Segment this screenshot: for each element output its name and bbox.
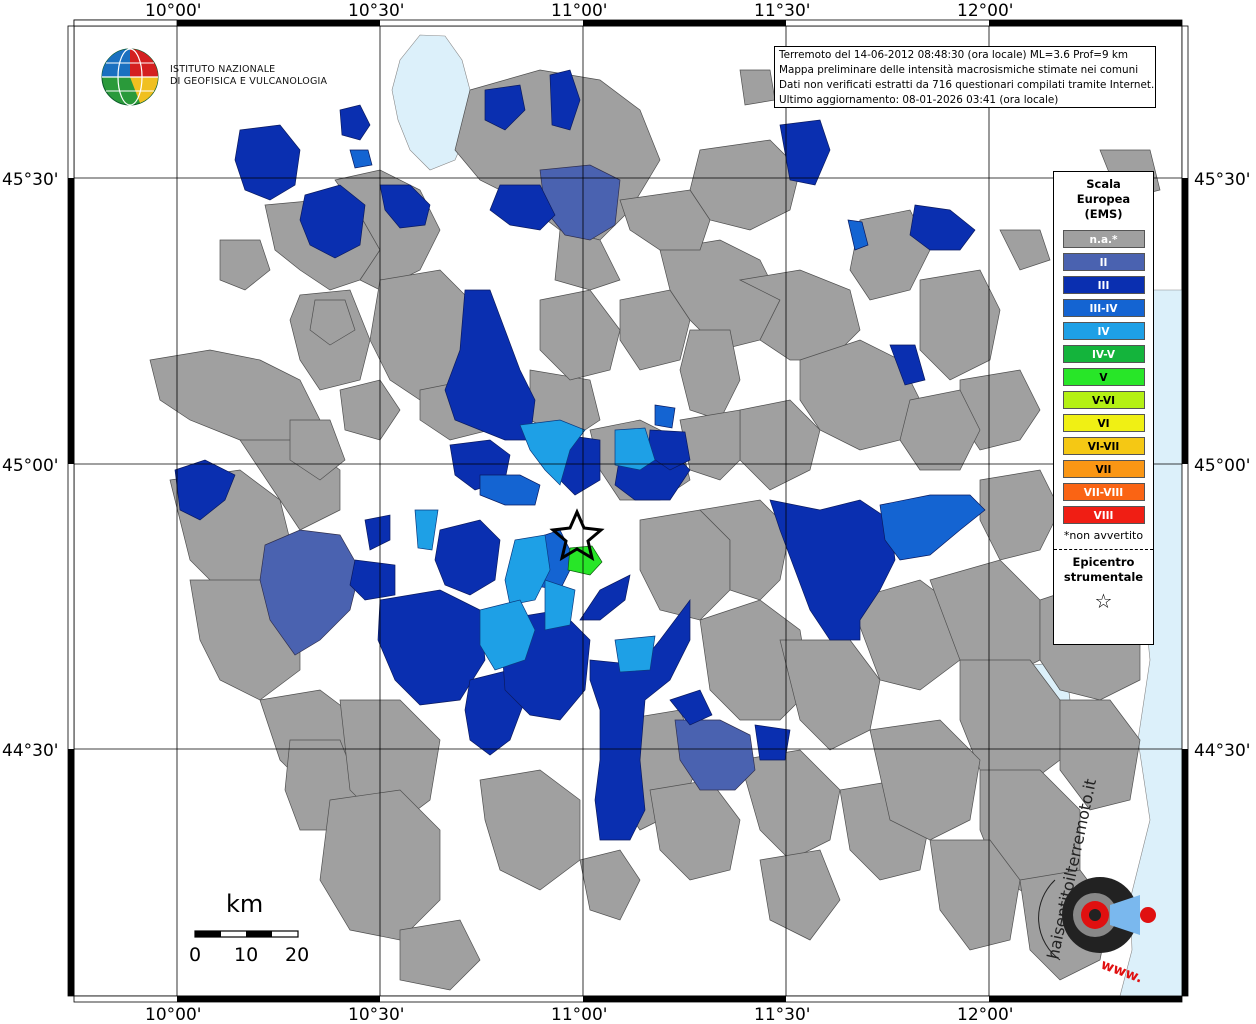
ingv-logo-icon [101,48,159,106]
lon-label-top-2: 10°30' [348,1,404,21]
legend-item: VIII [1062,506,1145,524]
lon-label-top-1: 10°00' [145,1,201,21]
legend-item: V-VI [1062,391,1145,409]
municipalities-not-felt [149,59,1161,991]
info-line1: Terremoto del 14-06-2012 08:48:30 (ora l… [779,49,1129,61]
ingv-logo-text: ISTITUTO NAZIONALE DI GEOFISICA E VULCAN… [170,64,327,88]
municipalities-iii-iv [349,149,986,591]
legend-item: V [1062,368,1145,386]
lat-label-left-3: 44°30' [2,741,58,761]
municipalities-ii [259,164,756,791]
municipalities-iv [414,419,656,673]
logo-line2: DI GEOFISICA E VULCANOLOGIA [170,76,328,87]
legend-epicenter-1: Epicentro [1072,555,1135,569]
scale-bar-title: km [226,890,264,918]
legend-item: VII-VIII [1062,483,1145,501]
info-line3: Dati non verificati estratti da 716 ques… [779,79,1155,91]
lon-label-bottom-1: 10°00' [145,1005,201,1024]
legend-item: IV [1062,322,1145,340]
lat-label-right-2: 45°00' [1194,456,1250,476]
lon-label-top-4: 11°30' [754,1,810,21]
event-info-box: Terremoto del 14-06-2012 08:48:30 (ora l… [774,46,1156,108]
legend-note: *non avvertito [1063,529,1144,542]
legend-title: Scala Europea (EMS) [1054,177,1153,222]
epicenter-star-icon [549,508,605,562]
legend-epicenter-2: strumentale [1063,570,1144,584]
legend-items: n.a.* II III III-IV IV IV-V V V-VI VI VI-VII VII VI… [1054,230,1153,524]
lat-label-left-2: 45°00' [2,456,58,476]
lat-label-left-1: 45°30' [2,170,58,190]
lon-label-bottom-3: 11°00' [551,1005,607,1024]
lon-label-top-3: 11°00' [551,1,607,21]
legend-item: III [1062,276,1145,294]
lon-label-top-5: 12°00' [957,1,1013,21]
legend-item: IV-V [1062,345,1145,363]
logo-line1: ISTITUTO NAZIONALE [170,64,276,75]
legend-title-2: Europea [1076,192,1131,206]
legend-item: III-IV [1062,299,1145,317]
info-line4: Ultimo aggiornamento: 08-01-2026 03:41 (… [779,94,1059,106]
intensity-legend: Scala Europea (EMS) n.a.* II III III-IV IV IV… [1053,171,1154,645]
legend-title-3: (EMS) [1084,207,1123,221]
legend-item: II [1062,253,1145,271]
scale-bar [194,930,299,938]
legend-item: VI [1062,414,1145,432]
lon-label-bottom-2: 10°30' [348,1005,404,1024]
lat-label-right-3: 44°30' [1194,741,1250,761]
legend-epicenter-label: Epicentro strumentale [1054,555,1153,585]
legend-item: VI-VII [1062,437,1145,455]
lon-label-bottom-4: 11°30' [754,1005,810,1024]
legend-title-1: Scala [1086,177,1121,191]
legend-item: VII [1062,460,1145,478]
scale-tick-0: 0 [189,944,202,966]
info-line2: Mappa preliminare delle intensità macros… [779,64,1139,76]
lake-garda [391,34,471,171]
legend-item: n.a.* [1062,230,1145,248]
lat-label-right-1: 45°30' [1194,170,1250,190]
graticule [74,26,1182,996]
legend-divider [1054,549,1153,550]
hsit-watermark-icon [1038,877,1156,961]
legend-star-icon: ☆ [1094,589,1113,613]
lon-label-bottom-5: 12°00' [957,1005,1013,1024]
frame-bars [67,19,1189,1003]
scale-tick-20: 20 [285,944,310,966]
scale-tick-10: 10 [234,944,259,966]
